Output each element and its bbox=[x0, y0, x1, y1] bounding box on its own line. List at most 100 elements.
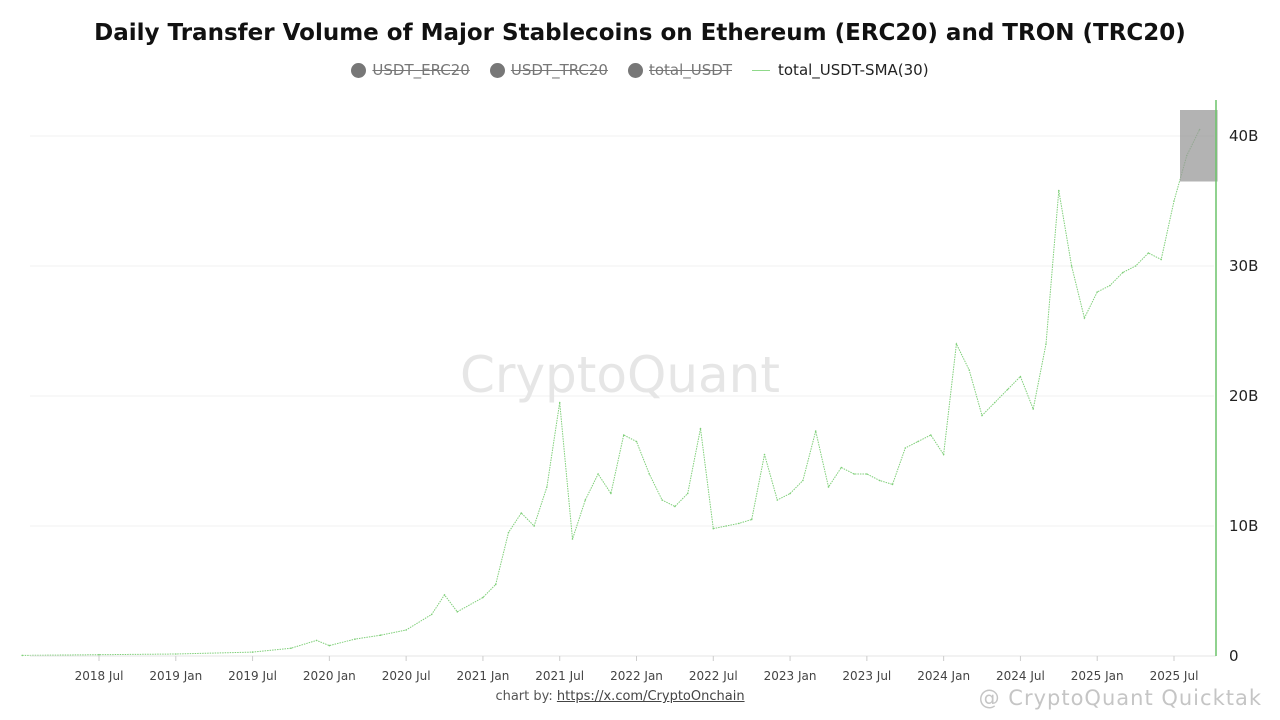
data-point bbox=[994, 401, 996, 404]
data-point bbox=[597, 473, 599, 475]
y-tick-label: 30B bbox=[1229, 257, 1258, 275]
legend-label: USDT_ERC20 bbox=[372, 61, 470, 79]
data-point bbox=[251, 651, 254, 653]
data-point bbox=[571, 538, 574, 540]
data-point bbox=[1032, 408, 1034, 410]
data-point bbox=[904, 447, 907, 449]
data-point bbox=[443, 594, 446, 596]
highlight-layer bbox=[1180, 110, 1218, 182]
data-point bbox=[546, 486, 548, 488]
footer-link[interactable]: https://x.com/CryptoOnchain bbox=[556, 689, 745, 704]
y-tick-label: 40B bbox=[1229, 127, 1258, 145]
legend-marker-icon bbox=[351, 62, 367, 78]
data-point bbox=[942, 453, 945, 456]
watermark: CryptoQuant bbox=[460, 346, 780, 404]
data-point bbox=[456, 611, 459, 613]
series-line-total-usdt-sma30[interactable] bbox=[22, 129, 1201, 656]
x-tick-label: 2024 Jul bbox=[996, 669, 1045, 683]
x-tick-label: 2019 Jul bbox=[228, 669, 277, 683]
data-point bbox=[674, 505, 676, 508]
data-point bbox=[635, 440, 638, 443]
data-point bbox=[968, 369, 970, 371]
data-point bbox=[661, 499, 663, 501]
legend-label: USDT_TRC20 bbox=[510, 61, 608, 79]
data-point bbox=[533, 525, 535, 527]
data-point bbox=[789, 492, 791, 495]
data-point bbox=[1173, 200, 1175, 202]
chart-footer: chart by: https://x.com/CryptoOnchain bbox=[0, 689, 1240, 704]
legend-label: total_USDT-SMA(30) bbox=[778, 61, 929, 79]
legend-marker-icon bbox=[489, 62, 505, 78]
data-point bbox=[712, 527, 715, 530]
data-point bbox=[776, 499, 779, 501]
x-tick-label: 2018 Jul bbox=[75, 669, 124, 683]
x-tick-label: 2025 Jan bbox=[1071, 669, 1124, 683]
legend-label: total_USDT bbox=[648, 61, 732, 79]
data-point bbox=[930, 434, 932, 436]
y-tick-label: 10B bbox=[1229, 517, 1258, 535]
data-point bbox=[1058, 189, 1060, 192]
data-point bbox=[482, 596, 484, 599]
data-point bbox=[878, 479, 881, 482]
footer-prefix: chart by: bbox=[495, 689, 553, 704]
data-point bbox=[981, 414, 983, 417]
data-point bbox=[1134, 265, 1137, 267]
axes: 0 10B 20B 30B 40B 2018 Jul 2019 Jan 2019 Jul 202… bbox=[30, 100, 1258, 683]
data-point bbox=[1109, 284, 1111, 287]
data-point bbox=[1147, 252, 1150, 254]
data-point bbox=[558, 401, 561, 404]
data-point bbox=[699, 427, 702, 430]
series-layer bbox=[21, 128, 1201, 657]
x-tick-label: 2023 Jul bbox=[842, 669, 891, 683]
watermark-small: @ CryptoQuant Quicktak bbox=[978, 686, 1262, 710]
data-point bbox=[763, 453, 766, 456]
data-point bbox=[686, 492, 689, 495]
data-point bbox=[98, 653, 100, 656]
y-tick-label: 20B bbox=[1229, 387, 1258, 405]
data-point bbox=[1096, 291, 1098, 293]
legend-item-usdt-erc20[interactable]: USDT_ERC20 bbox=[351, 61, 470, 79]
data-point bbox=[866, 473, 868, 475]
data-point bbox=[648, 473, 651, 475]
data-point bbox=[290, 647, 292, 649]
x-tick-label: 2024 Jan bbox=[917, 669, 970, 683]
x-tick-label: 2020 Jul bbox=[382, 669, 431, 683]
data-point bbox=[738, 522, 740, 525]
data-point bbox=[891, 483, 894, 486]
data-point bbox=[814, 430, 817, 432]
x-tick-label: 2019 Jan bbox=[149, 669, 202, 683]
data-point bbox=[1160, 258, 1162, 261]
data-point bbox=[21, 654, 24, 657]
data-point bbox=[405, 629, 407, 631]
highlight-box bbox=[1180, 110, 1218, 182]
x-tick-label: 2021 Jan bbox=[456, 669, 509, 683]
data-point bbox=[430, 613, 433, 616]
data-point bbox=[315, 639, 318, 642]
chart-title: Daily Transfer Volume of Major Stablecoi… bbox=[94, 20, 1186, 46]
data-point bbox=[827, 486, 830, 488]
data-point bbox=[1006, 388, 1009, 391]
legend-item-total-usdt-sma30[interactable]: total_USDT-SMA(30) bbox=[752, 61, 929, 79]
data-point bbox=[955, 343, 958, 345]
legend-marker-icon bbox=[627, 62, 643, 78]
data-point bbox=[622, 434, 625, 436]
data-point bbox=[507, 531, 510, 534]
data-point bbox=[520, 512, 523, 514]
data-point bbox=[750, 518, 753, 521]
data-point bbox=[840, 466, 843, 469]
data-point bbox=[725, 525, 727, 527]
x-tick-label: 2020 Jan bbox=[303, 669, 356, 683]
data-point bbox=[175, 653, 177, 655]
data-point bbox=[1083, 317, 1086, 319]
legend-item-usdt-trc20[interactable]: USDT_TRC20 bbox=[489, 61, 608, 79]
data-point bbox=[1070, 265, 1073, 267]
data-point bbox=[853, 473, 855, 475]
data-point bbox=[379, 634, 382, 636]
chart-legend: USDT_ERC20 USDT_TRC20 total_USDT total_U… bbox=[0, 61, 1280, 79]
data-point bbox=[354, 638, 356, 640]
data-point bbox=[917, 440, 919, 443]
data-point bbox=[1019, 375, 1022, 378]
data-point bbox=[584, 499, 587, 501]
legend-item-total-usdt[interactable]: total_USDT bbox=[627, 61, 732, 79]
